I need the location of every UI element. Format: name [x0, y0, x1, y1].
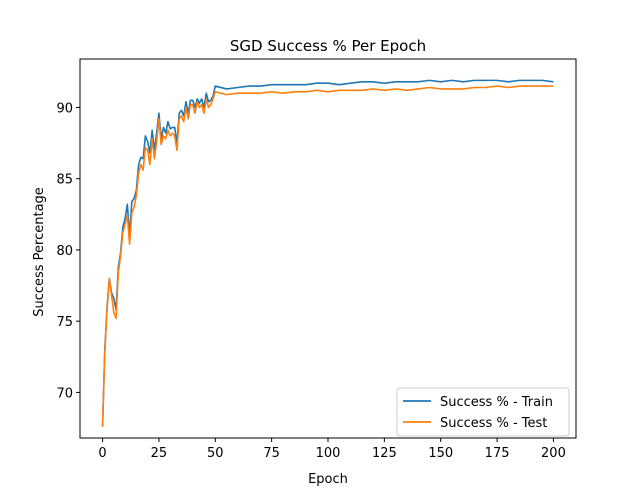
legend: Success % - Train Success % - Test: [396, 387, 570, 437]
y-axis-title: Success Percentage: [32, 187, 47, 317]
x-tick-label: 0: [98, 446, 106, 461]
x-tick-label: 25: [151, 446, 168, 461]
x-tick-label: 50: [207, 446, 224, 461]
x-tick-label: 75: [263, 446, 280, 461]
chart-title: SGD Success % Per Epoch: [230, 37, 426, 55]
series-line-1: [101, 79, 554, 427]
x-tick-label: 175: [485, 446, 510, 461]
y-tick-label: 85: [56, 173, 73, 188]
y-tick-label: 70: [56, 386, 73, 401]
x-axis: 0 25 50 75 100 125 150 175 200: [98, 438, 566, 461]
x-axis-title: Epoch: [308, 472, 348, 487]
y-tick-label: 90: [56, 101, 73, 116]
y-tick-label: 80: [56, 244, 73, 259]
series-line-2: [101, 85, 554, 427]
legend-label-1: Success % - Train: [440, 395, 553, 410]
x-tick-label: 100: [316, 446, 341, 461]
y-axis: 70 75 80 85 90: [56, 101, 80, 401]
y-tick-label: 75: [56, 315, 73, 330]
x-tick-label: 150: [428, 446, 453, 461]
x-tick-label: 125: [372, 446, 397, 461]
legend-label-2: Success % - Test: [440, 416, 547, 431]
legend-box: [396, 387, 570, 437]
x-tick-label: 200: [541, 446, 566, 461]
